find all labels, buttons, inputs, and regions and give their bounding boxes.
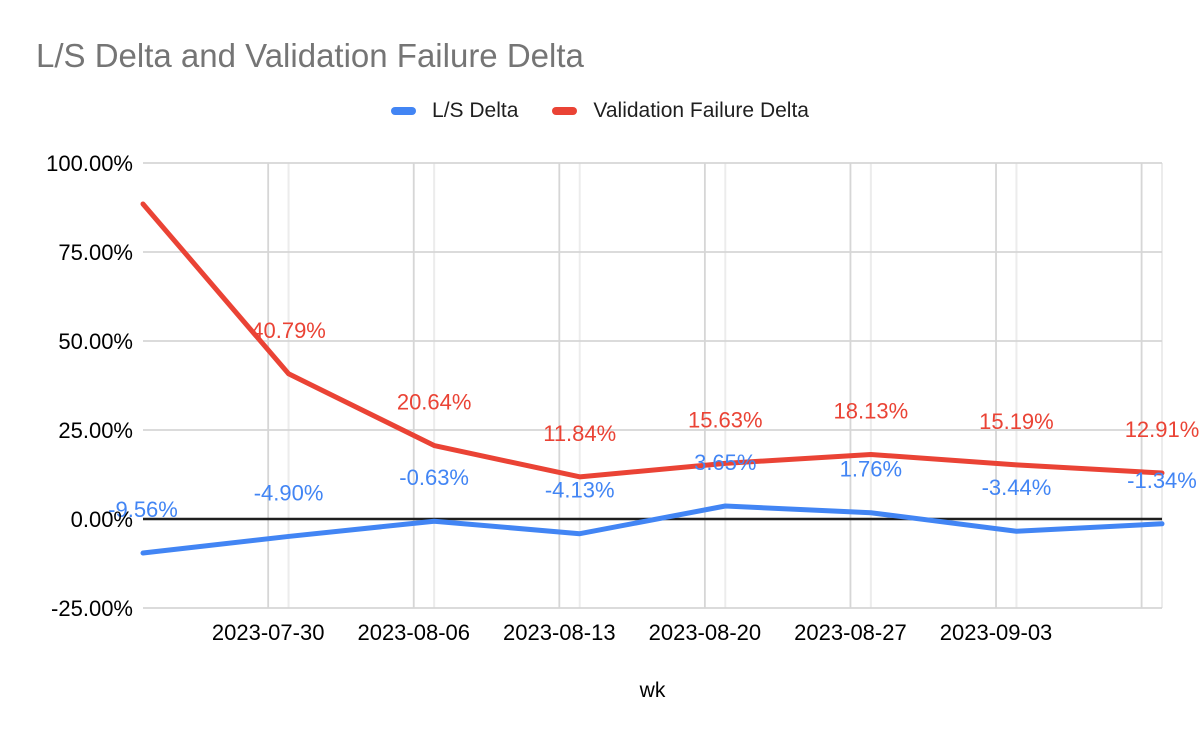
- data-label-validation-failure-delta: 11.84%: [543, 421, 616, 446]
- y-tick-label: 0.00%: [71, 507, 133, 532]
- data-label-l-s-delta: 1.76%: [840, 457, 902, 482]
- legend-swatch-validation-failure-delta-icon: [552, 107, 578, 115]
- legend-swatch-ls-delta-icon: [391, 107, 417, 115]
- x-axis-title: wk: [639, 679, 666, 702]
- data-label-l-s-delta: -0.63%: [399, 465, 469, 490]
- x-tick-label: 2023-07-30: [212, 620, 325, 645]
- data-label-validation-failure-delta: 20.64%: [397, 390, 472, 415]
- y-tick-label: -25.00%: [51, 596, 133, 621]
- x-tick-label: 2023-08-27: [794, 620, 907, 645]
- data-label-l-s-delta: 3.65%: [694, 450, 756, 475]
- series-line-validation-failure-delta: [140, 201, 1165, 480]
- data-label-validation-failure-delta: 15.19%: [979, 409, 1054, 434]
- series-line-l-s-delta: [140, 503, 1165, 556]
- legend-item-validation-failure-delta: Validation Failure Delta: [552, 99, 809, 123]
- legend-label-ls-delta: L/S Delta: [432, 99, 519, 122]
- data-label-validation-failure-delta: 15.63%: [688, 407, 763, 432]
- x-tick-label: 2023-09-03: [940, 620, 1053, 645]
- data-label-l-s-delta: -1.34%: [1127, 468, 1197, 493]
- y-tick-label: 75.00%: [58, 240, 133, 265]
- data-label-l-s-delta: -9.56%: [108, 497, 178, 522]
- data-label-l-s-delta: -3.44%: [982, 475, 1052, 500]
- x-tick-label: 2023-08-06: [357, 620, 470, 645]
- data-label-l-s-delta: -4.13%: [545, 478, 615, 503]
- legend-label-validation-failure-delta: Validation Failure Delta: [593, 99, 809, 122]
- data-label-l-s-delta: -4.90%: [254, 480, 324, 505]
- x-tick-label: 2023-08-20: [649, 620, 762, 645]
- legend-item-ls-delta: L/S Delta: [391, 99, 518, 123]
- x-tick-label: 2023-08-13: [503, 620, 616, 645]
- chart-title: L/S Delta and Validation Failure Delta: [36, 37, 584, 74]
- data-label-validation-failure-delta: 18.13%: [834, 398, 909, 423]
- legend: L/S Delta Validation Failure Delta: [0, 99, 1200, 123]
- y-tick-label: 25.00%: [58, 418, 133, 443]
- y-tick-label: 100.00%: [46, 151, 133, 176]
- data-label-validation-failure-delta: 12.91%: [1125, 417, 1200, 442]
- data-label-validation-failure-delta: 40.79%: [251, 318, 326, 343]
- y-tick-label: 50.00%: [58, 329, 133, 354]
